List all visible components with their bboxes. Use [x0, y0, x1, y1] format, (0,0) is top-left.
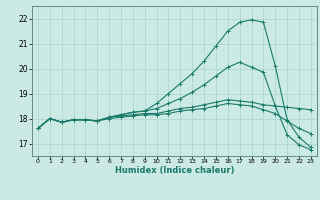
X-axis label: Humidex (Indice chaleur): Humidex (Indice chaleur) — [115, 166, 234, 175]
